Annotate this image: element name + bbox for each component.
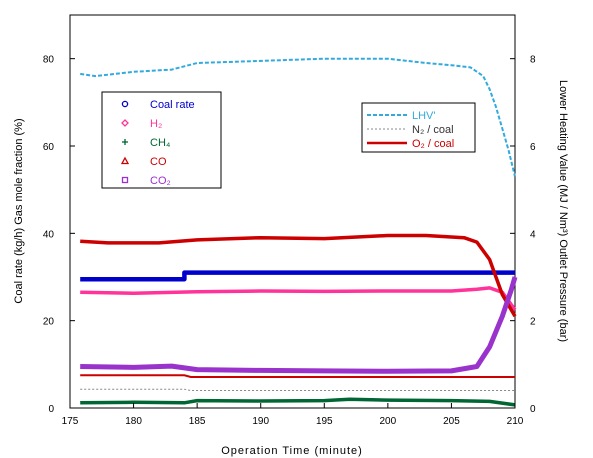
y2-tick-label: 4 — [530, 229, 536, 240]
x-axis-title: Operation Time (minute) — [221, 445, 363, 457]
series-line-co — [80, 233, 517, 318]
legend-left-box — [101, 91, 222, 189]
y2-axis-title: Lower Heating Value (MJ / Nm³) Outlet Pr… — [557, 80, 569, 342]
legend-circle-marker — [121, 100, 129, 108]
series-line-n-coal — [80, 388, 515, 391]
legend-left-label: H₂ — [150, 118, 162, 130]
plot-area — [69, 14, 516, 409]
series-line-ch — [80, 397, 516, 407]
series-line-o-coal — [80, 374, 515, 378]
ticks-layer: 175 180 185 190 195 200 205 210 0 20 40 60 80 0 2 4 6 8 — [43, 55, 536, 427]
x-tick-label: 190 — [252, 416, 269, 427]
x-tick-label: 210 — [507, 416, 524, 427]
legend-left-label: CO — [150, 156, 167, 168]
series-layer — [80, 57, 518, 407]
y-tick-label: 80 — [43, 55, 55, 66]
y-tick-label: 40 — [43, 229, 55, 240]
y2-tick-label: 0 — [530, 404, 536, 415]
x-tick-label: 175 — [62, 416, 79, 427]
y-tick-label: 0 — [48, 404, 54, 415]
y2-tick-label: 8 — [530, 55, 536, 66]
legend-square-marker — [121, 176, 129, 184]
x-tick-label: 180 — [125, 416, 142, 427]
y-axis-title: Coal rate (kg/h) Gas mole fraction (%) — [13, 118, 25, 303]
legend-right-label: N₂ / coal — [412, 124, 454, 136]
legend-diamond-marker — [121, 119, 129, 127]
y2-tick-label: 6 — [530, 142, 536, 153]
x-tick-label: 200 — [380, 416, 397, 427]
x-tick-label: 195 — [316, 416, 333, 427]
series-line-coal-rate — [80, 270, 515, 282]
x-tick-label: 185 — [189, 416, 206, 427]
y-tick-label: 20 — [43, 317, 55, 328]
legend-left: Coal rate H₂ CH₄ CO CO₂ — [101, 91, 222, 189]
legend-right-label: O₂ / coal — [412, 138, 454, 150]
legend-triangle-marker — [120, 156, 130, 165]
x-tick-label: 205 — [443, 416, 460, 427]
y2-tick-label: 2 — [530, 317, 536, 328]
series-line-lhv — [80, 57, 516, 177]
y-tick-label: 60 — [43, 142, 55, 153]
legend-right: LHV' N₂ / coal O₂ / coal — [361, 102, 476, 153]
series-line-h — [80, 286, 517, 311]
series-line-co — [80, 276, 518, 374]
legend-left-label: Coal rate — [150, 99, 195, 111]
legend-left-label: CH₄ — [150, 137, 171, 149]
legend-right-label: LHV' — [412, 110, 436, 122]
legend-left-label: CO₂ — [150, 175, 171, 187]
